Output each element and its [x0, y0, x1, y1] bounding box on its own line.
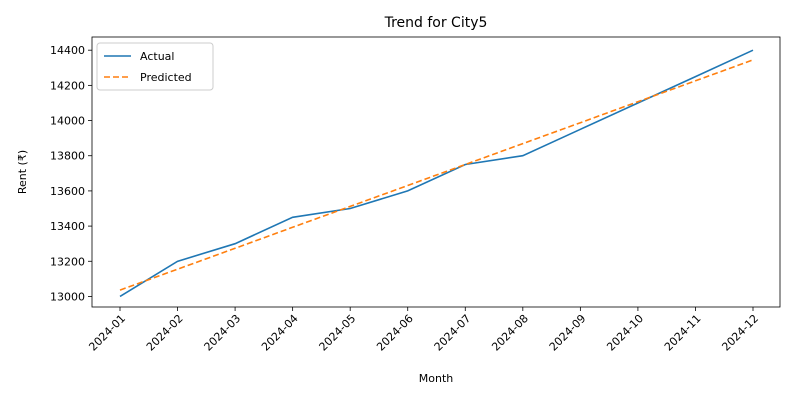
y-axis-label: Rent (₹) [16, 150, 29, 194]
x-tick-label: 2024-03 [202, 312, 244, 354]
y-tick-label: 13400 [50, 220, 85, 233]
x-tick-label: 2024-11 [662, 312, 704, 354]
x-tick-label: 2024-02 [144, 312, 186, 354]
x-tick-label: 2024-08 [489, 312, 531, 354]
legend-box [96, 42, 214, 91]
x-tick-label: 2024-09 [547, 312, 589, 354]
series-line-actual [119, 49, 754, 298]
x-tick-label: 2024-05 [317, 312, 359, 354]
y-tick-label: 13200 [50, 255, 85, 268]
plot-area [91, 36, 781, 308]
y-tick-label: 13800 [50, 150, 85, 163]
x-tick-label: 2024-10 [604, 312, 646, 354]
plot-frame [91, 36, 781, 308]
legend: Actual Predicted [96, 42, 214, 91]
x-axis-label: Month [419, 372, 454, 385]
x-tick-label: 2024-06 [374, 312, 416, 354]
y-axis: 13000 13200 13400 13600 13800 14000 14200 14400 [50, 44, 92, 303]
series-line-predicted [119, 59, 754, 291]
legend-label-predicted: Predicted [140, 71, 192, 84]
y-tick-label: 13000 [50, 290, 85, 303]
x-tick-label: 2024-07 [432, 312, 474, 354]
x-tick-label: 2024-12 [719, 312, 761, 354]
y-tick-label: 14400 [50, 44, 85, 57]
y-tick-label: 13600 [50, 185, 85, 198]
y-tick-label: 14000 [50, 115, 85, 128]
legend-label-actual: Actual [140, 50, 174, 63]
x-axis: 2024-01 2024-02 2024-03 2024-04 2024-05 2024-… [86, 307, 761, 354]
x-tick-label: 2024-01 [86, 312, 128, 354]
series-lines [119, 49, 754, 298]
x-tick-label: 2024-04 [259, 312, 301, 354]
chart-title: Trend for City5 [384, 15, 488, 31]
y-tick-label: 14200 [50, 79, 85, 92]
